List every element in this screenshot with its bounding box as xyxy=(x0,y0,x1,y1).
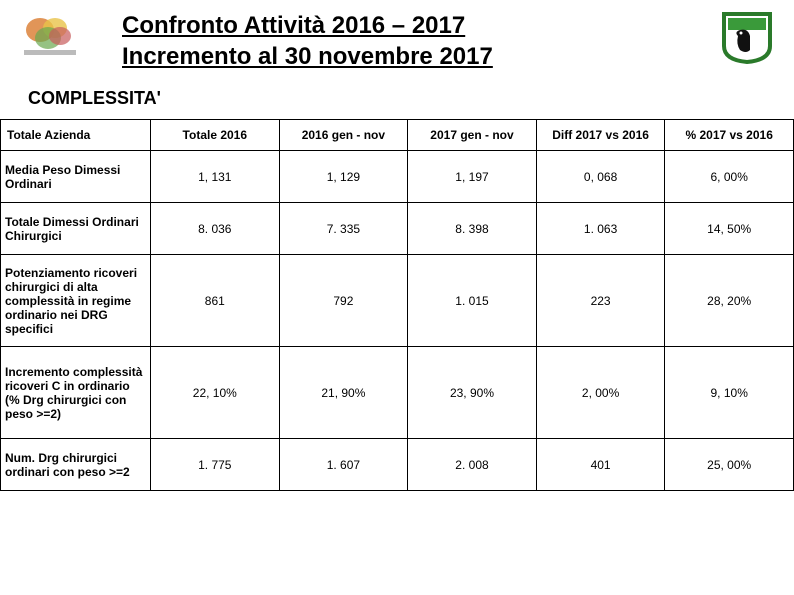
col-header: 2017 gen - nov xyxy=(408,120,537,151)
cell: 2, 00% xyxy=(536,347,665,439)
col-header: 2016 gen - nov xyxy=(279,120,408,151)
cell: 1. 775 xyxy=(151,439,280,491)
cell: 14, 50% xyxy=(665,203,794,255)
cell: 6, 00% xyxy=(665,151,794,203)
cell: 0, 068 xyxy=(536,151,665,203)
cell: 8. 398 xyxy=(408,203,537,255)
cell: 9, 10% xyxy=(665,347,794,439)
cell: 28, 20% xyxy=(665,255,794,347)
row-label: Incremento complessità ricoveri C in ord… xyxy=(1,347,151,439)
table-row: Media Peso Dimessi Ordinari1, 1311, 1291… xyxy=(1,151,794,203)
title-line-2: Incremento al 30 novembre 2017 xyxy=(122,41,708,72)
col-header: Diff 2017 vs 2016 xyxy=(536,120,665,151)
cell: 21, 90% xyxy=(279,347,408,439)
header: Confronto Attività 2016 – 2017 Increment… xyxy=(0,0,794,76)
col-header: % 2017 vs 2016 xyxy=(665,120,794,151)
section-subtitle: COMPLESSITA' xyxy=(0,76,794,119)
shield-logo-icon xyxy=(720,10,774,64)
cell: 792 xyxy=(279,255,408,347)
table-row: Incremento complessità ricoveri C in ord… xyxy=(1,347,794,439)
title-block: Confronto Attività 2016 – 2017 Increment… xyxy=(92,10,708,72)
cell: 1, 197 xyxy=(408,151,537,203)
cell: 1. 607 xyxy=(279,439,408,491)
cell: 861 xyxy=(151,255,280,347)
cell: 223 xyxy=(536,255,665,347)
table-header-row: Totale Azienda Totale 2016 2016 gen - no… xyxy=(1,120,794,151)
table-row: Num. Drg chirurgici ordinari con peso >=… xyxy=(1,439,794,491)
left-logo-icon xyxy=(20,10,80,58)
data-table: Totale Azienda Totale 2016 2016 gen - no… xyxy=(0,119,794,491)
cell: 1. 063 xyxy=(536,203,665,255)
table-row: Totale Dimessi Ordinari Chirurgici8. 036… xyxy=(1,203,794,255)
cell: 7. 335 xyxy=(279,203,408,255)
cell: 8. 036 xyxy=(151,203,280,255)
cell: 22, 10% xyxy=(151,347,280,439)
cell: 401 xyxy=(536,439,665,491)
row-label: Num. Drg chirurgici ordinari con peso >=… xyxy=(1,439,151,491)
table-body: Media Peso Dimessi Ordinari1, 1311, 1291… xyxy=(1,151,794,491)
col-header: Totale 2016 xyxy=(151,120,280,151)
cell: 23, 90% xyxy=(408,347,537,439)
cell: 2. 008 xyxy=(408,439,537,491)
cell: 1, 131 xyxy=(151,151,280,203)
row-label: Potenziamento ricoveri chirurgici di alt… xyxy=(1,255,151,347)
cell: 1, 129 xyxy=(279,151,408,203)
row-label: Totale Dimessi Ordinari Chirurgici xyxy=(1,203,151,255)
title-line-1: Confronto Attività 2016 – 2017 xyxy=(122,10,708,41)
cell: 1. 015 xyxy=(408,255,537,347)
row-label: Media Peso Dimessi Ordinari xyxy=(1,151,151,203)
table-row: Potenziamento ricoveri chirurgici di alt… xyxy=(1,255,794,347)
cell: 25, 00% xyxy=(665,439,794,491)
col-header: Totale Azienda xyxy=(1,120,151,151)
